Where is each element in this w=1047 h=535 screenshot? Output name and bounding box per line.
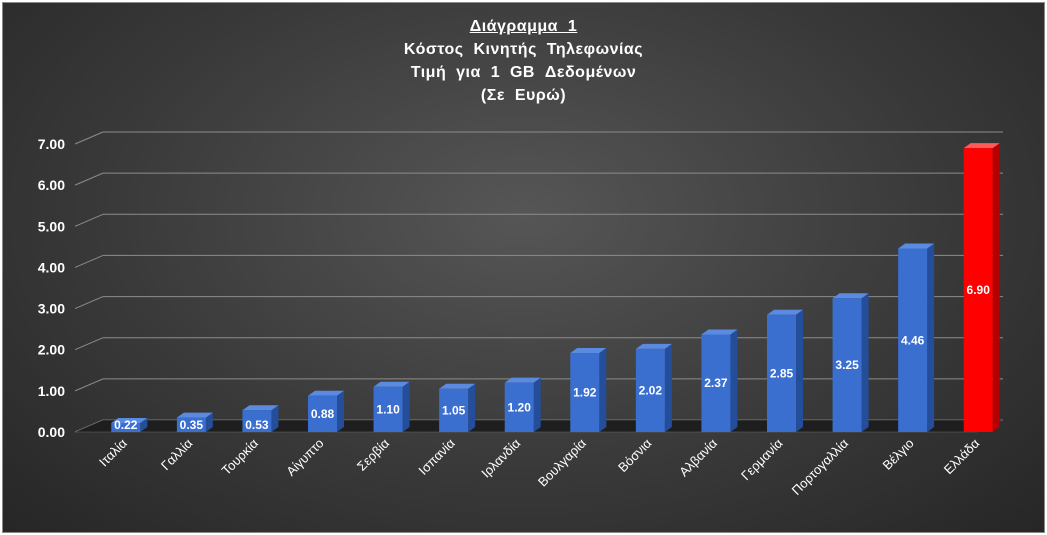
x-tick-label: Γαλλία bbox=[158, 435, 196, 473]
bar-top bbox=[635, 343, 672, 349]
x-tick-label: Αλβανία bbox=[676, 435, 720, 479]
data-label: 1.05 bbox=[442, 403, 466, 417]
data-label: 2.02 bbox=[639, 383, 663, 397]
y-tick-label: 1.00 bbox=[38, 383, 65, 399]
gridline-side bbox=[74, 296, 104, 310]
chart-subtitle-line-3: (Σε Ευρώ) bbox=[480, 87, 567, 104]
x-tick-label: Βόσνια bbox=[615, 435, 655, 475]
bar-side bbox=[730, 329, 738, 432]
bar bbox=[242, 410, 272, 432]
bar bbox=[504, 382, 534, 432]
data-label: 4.46 bbox=[901, 333, 925, 347]
bar-top bbox=[898, 243, 935, 249]
bar-side bbox=[205, 412, 213, 432]
data-label: 0.22 bbox=[114, 418, 138, 432]
bar bbox=[570, 353, 600, 432]
bar-top bbox=[111, 417, 148, 423]
x-tick-label: Ελλάδα bbox=[941, 435, 983, 477]
x-tick-label: Πορτογαλλία bbox=[789, 435, 852, 498]
y-tick-label: 2.00 bbox=[38, 342, 65, 358]
bar bbox=[373, 386, 403, 432]
gridline-side bbox=[74, 213, 104, 227]
x-tick-label: Ιταλία bbox=[96, 435, 130, 469]
bar-top bbox=[701, 329, 738, 335]
bar-top bbox=[242, 405, 279, 411]
bar bbox=[176, 417, 206, 432]
data-label: 2.37 bbox=[704, 376, 728, 390]
bar-top bbox=[570, 348, 607, 354]
bar-top bbox=[767, 309, 803, 315]
bar bbox=[963, 148, 993, 432]
gridline-side bbox=[74, 172, 104, 186]
chart-subtitle-line-2: Τιμή για 1 GB Δεδομένων bbox=[410, 64, 637, 81]
bar-side bbox=[402, 381, 410, 432]
bar bbox=[898, 248, 928, 432]
bar bbox=[701, 334, 731, 432]
x-tick-label: Ισπανία bbox=[415, 435, 458, 478]
bar-side bbox=[599, 348, 607, 432]
bar-chart: 0.00 1.00 2.00 3.00 4.00 5.00 6.00 7.00 0.22 Ιταλ… bbox=[38, 131, 1004, 498]
x-tick-label: Ιρλανδία bbox=[478, 435, 523, 480]
bar-top bbox=[963, 143, 1000, 149]
y-tick-label: 5.00 bbox=[38, 218, 65, 234]
bar-top bbox=[439, 383, 476, 389]
bar-side bbox=[271, 405, 279, 432]
bar bbox=[111, 422, 141, 432]
gridline-side bbox=[74, 254, 104, 268]
chart-titles: Διάγραμμα 1 Κόστος Κινητής Τηλεφωνίας Τι… bbox=[3, 15, 1044, 107]
data-label: 1.92 bbox=[573, 386, 597, 400]
gridline-side bbox=[74, 131, 104, 145]
bar bbox=[635, 348, 665, 432]
bar-side bbox=[468, 383, 476, 432]
chart-subtitle-line-1: Κόστος Κινητής Τηλεφωνίας bbox=[403, 41, 644, 58]
x-tick-label: Βέλγιο bbox=[880, 436, 917, 473]
y-tick-label: 0.00 bbox=[38, 424, 65, 440]
x-tick-label: Τουρκία bbox=[219, 435, 262, 478]
bar-side bbox=[927, 243, 935, 432]
x-tick-label: Γερμανία bbox=[738, 435, 786, 483]
bar-top bbox=[308, 390, 344, 396]
data-label: 0.35 bbox=[180, 418, 204, 432]
bar-top bbox=[832, 293, 869, 299]
y-tick-label: 4.00 bbox=[38, 259, 65, 275]
x-tick-label: Βουλγαρία bbox=[535, 435, 589, 489]
x-tick-label: Σερβία bbox=[354, 435, 393, 474]
y-tick-label: 6.00 bbox=[38, 177, 65, 193]
data-label: 1.10 bbox=[376, 402, 400, 416]
bar-top bbox=[504, 377, 541, 383]
data-label: 0.88 bbox=[311, 407, 335, 421]
bar-top bbox=[373, 381, 410, 387]
bar bbox=[308, 395, 337, 432]
bar-top bbox=[176, 412, 213, 418]
bar-side bbox=[861, 293, 869, 432]
bar bbox=[832, 298, 862, 432]
data-label: 2.85 bbox=[770, 366, 794, 380]
data-label: 0.53 bbox=[245, 418, 269, 432]
chart-title: Διάγραμμα 1 bbox=[469, 18, 578, 35]
x-tick-label: Αίγυπτο bbox=[283, 436, 326, 479]
gridline-side bbox=[74, 378, 104, 392]
bar bbox=[767, 314, 796, 432]
bar-side bbox=[664, 343, 672, 432]
data-label: 6.90 bbox=[967, 283, 991, 297]
bar-side bbox=[533, 377, 541, 432]
data-label: 3.25 bbox=[835, 358, 859, 372]
y-tick-label: 7.00 bbox=[38, 136, 65, 152]
bar bbox=[439, 388, 469, 432]
bar-side bbox=[992, 143, 1000, 432]
bar-side bbox=[796, 309, 803, 432]
data-label: 1.20 bbox=[508, 400, 532, 414]
y-tick-label: 3.00 bbox=[38, 301, 65, 317]
bar-side bbox=[140, 417, 148, 432]
bar-side bbox=[337, 390, 344, 432]
gridline-side bbox=[74, 337, 104, 351]
